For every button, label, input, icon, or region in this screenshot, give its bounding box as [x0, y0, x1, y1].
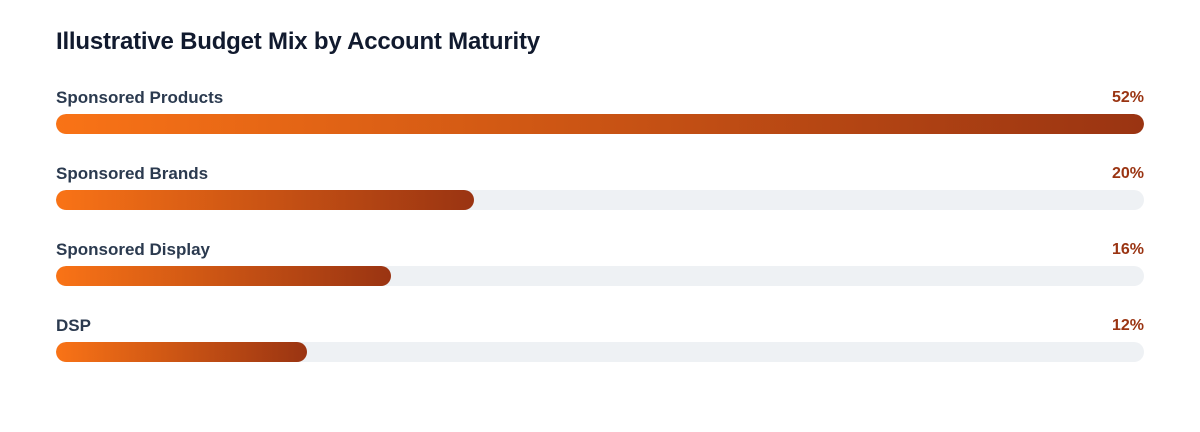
- bar: [56, 114, 1144, 134]
- bar-row-header: DSP 12%: [56, 314, 1144, 338]
- bar-row: DSP 12%: [56, 314, 1144, 390]
- category-label: Sponsored Products: [56, 88, 224, 107]
- bar: [56, 342, 308, 362]
- bar-list: Sponsored Products 52% Sponsored Brands 20%…: [56, 86, 1144, 390]
- bar-row-header: Sponsored Brands 20%: [56, 162, 1144, 186]
- value-label: 52%: [1111, 89, 1144, 106]
- bar-track: [56, 266, 1144, 286]
- bar: [56, 190, 475, 210]
- bar: [56, 266, 391, 286]
- bar-row: Sponsored Display 16%: [56, 238, 1144, 314]
- bar-row: Sponsored Products 52%: [56, 86, 1144, 162]
- bar-row-header: Sponsored Products 52%: [56, 86, 1144, 110]
- value-label: 12%: [1111, 317, 1144, 334]
- category-label: Sponsored Brands: [56, 164, 209, 183]
- category-label: DSP: [56, 316, 91, 335]
- bar-track: [56, 342, 1144, 362]
- bar-row-header: Sponsored Display 16%: [56, 238, 1144, 262]
- chart-title: Illustrative Budget Mix by Account Matur…: [56, 28, 540, 55]
- value-label: 16%: [1111, 241, 1144, 258]
- bar-track: [56, 114, 1144, 134]
- bar-row: Sponsored Brands 20%: [56, 162, 1144, 238]
- bar-track: [56, 190, 1144, 210]
- category-label: Sponsored Display: [56, 240, 210, 259]
- value-label: 20%: [1111, 165, 1144, 182]
